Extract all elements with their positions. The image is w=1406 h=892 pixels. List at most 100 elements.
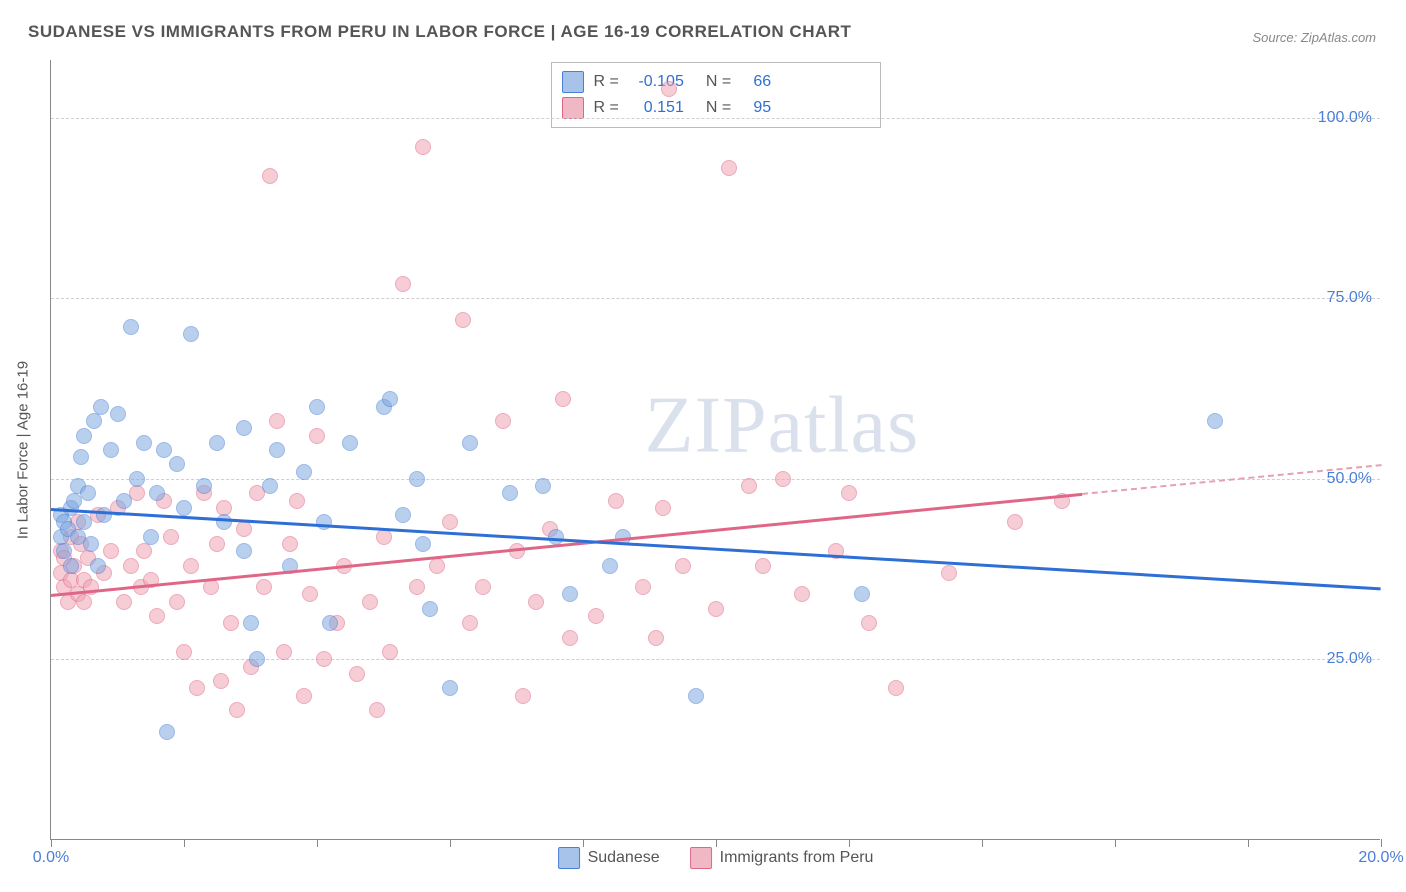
scatter-point (136, 543, 152, 559)
scatter-point (342, 435, 358, 451)
scatter-point (661, 81, 677, 97)
scatter-point (655, 500, 671, 516)
scatter-point (149, 485, 165, 501)
n-label: N = (706, 73, 731, 91)
scatter-point (588, 608, 604, 624)
scatter-point (562, 630, 578, 646)
scatter-point (83, 536, 99, 552)
x-tick-mark (583, 839, 584, 847)
scatter-point (203, 579, 219, 595)
scatter-point (369, 702, 385, 718)
swatch-pink-icon (690, 847, 712, 869)
scatter-point (209, 435, 225, 451)
watermark: ZIPatlas (645, 381, 920, 472)
scatter-point (159, 724, 175, 740)
scatter-point (229, 702, 245, 718)
scatter-point (216, 514, 232, 530)
r-label: R = (594, 99, 619, 117)
scatter-point (322, 615, 338, 631)
scatter-point (223, 615, 239, 631)
scatter-point (176, 644, 192, 660)
scatter-point (269, 442, 285, 458)
scatter-point (86, 413, 102, 429)
scatter-point (755, 558, 771, 574)
scatter-point (123, 319, 139, 335)
scatter-point (183, 326, 199, 342)
legend-label: Immigrants from Peru (720, 849, 874, 867)
scatter-point (602, 558, 618, 574)
scatter-point (183, 558, 199, 574)
scatter-point (209, 536, 225, 552)
scatter-point (688, 688, 704, 704)
scatter-point (163, 529, 179, 545)
scatter-point (409, 579, 425, 595)
scatter-point (309, 399, 325, 415)
scatter-point (462, 435, 478, 451)
scatter-point (376, 529, 392, 545)
watermark-bold: ZIP (645, 382, 768, 470)
scatter-point (296, 464, 312, 480)
scatter-point (429, 558, 445, 574)
scatter-point (854, 586, 870, 602)
scatter-point (90, 558, 106, 574)
scatter-point (309, 428, 325, 444)
scatter-point (269, 413, 285, 429)
scatter-point (1207, 413, 1223, 429)
scatter-point (395, 276, 411, 292)
scatter-point (169, 456, 185, 472)
scatter-point (721, 160, 737, 176)
watermark-thin: atlas (768, 382, 920, 470)
scatter-point (236, 521, 252, 537)
x-tick-mark (51, 839, 52, 847)
scatter-point (475, 579, 491, 595)
scatter-point (1007, 514, 1023, 530)
scatter-point (262, 478, 278, 494)
source-attribution: Source: ZipAtlas.com (1252, 30, 1376, 45)
scatter-point (548, 529, 564, 545)
scatter-point (93, 399, 109, 415)
scatter-point (169, 594, 185, 610)
x-tick-mark (1248, 839, 1249, 847)
scatter-point (415, 139, 431, 155)
scatter-point (675, 558, 691, 574)
scatter-point (775, 471, 791, 487)
scatter-point (213, 673, 229, 689)
scatter-point (382, 391, 398, 407)
y-tick-label: 50.0% (1327, 470, 1372, 488)
chart-container: ZIPatlas In Labor Force | Age 16-19 R = … (50, 60, 1380, 840)
scatter-point (409, 471, 425, 487)
scatter-point (289, 493, 305, 509)
scatter-point (249, 651, 265, 667)
scatter-point (80, 485, 96, 501)
grid-line (51, 479, 1380, 480)
scatter-point (236, 420, 252, 436)
scatter-point (794, 586, 810, 602)
scatter-point (349, 666, 365, 682)
scatter-point (635, 579, 651, 595)
r-label: R = (594, 73, 619, 91)
scatter-point (515, 688, 531, 704)
grid-line (51, 118, 1380, 119)
scatter-point (608, 493, 624, 509)
scatter-point (382, 644, 398, 660)
y-tick-label: 25.0% (1327, 650, 1372, 668)
scatter-point (196, 478, 212, 494)
x-tick-mark (1381, 839, 1382, 847)
scatter-point (63, 558, 79, 574)
x-tick-label: 0.0% (33, 849, 69, 867)
grid-line (51, 298, 1380, 299)
scatter-point (395, 507, 411, 523)
scatter-point (562, 586, 578, 602)
scatter-point (462, 615, 478, 631)
scatter-point (316, 514, 332, 530)
scatter-point (262, 168, 278, 184)
scatter-point (96, 507, 112, 523)
scatter-point (502, 485, 518, 501)
x-tick-mark (450, 839, 451, 847)
n-value: 66 (741, 73, 771, 91)
scatter-point (116, 493, 132, 509)
scatter-point (189, 680, 205, 696)
plot-area: ZIPatlas In Labor Force | Age 16-19 R = … (50, 60, 1380, 840)
scatter-point (708, 601, 724, 617)
scatter-point (442, 680, 458, 696)
